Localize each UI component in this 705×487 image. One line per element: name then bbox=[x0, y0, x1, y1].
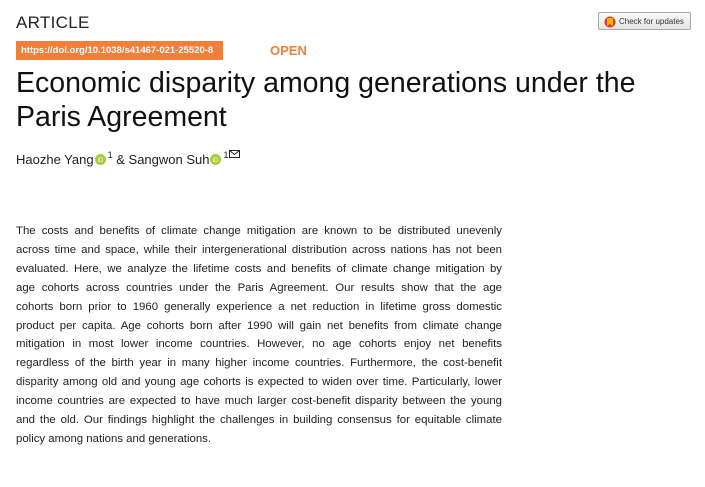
abstract: The costs and benefits of climate change… bbox=[16, 222, 502, 449]
check-updates-button[interactable]: Check for updates bbox=[598, 12, 691, 30]
abstract-line: policy among nations and generations. bbox=[16, 432, 212, 445]
open-access-label: OPEN bbox=[270, 43, 307, 58]
svg-text:iD: iD bbox=[213, 158, 219, 164]
title-line: Economic disparity among generations und… bbox=[16, 67, 636, 99]
abstract-line: disparity among old and young age cohort… bbox=[16, 376, 502, 389]
abstract-line: product per capita. Age cohorts born aft… bbox=[16, 319, 502, 332]
svg-text:iD: iD bbox=[97, 158, 103, 164]
affiliation-mark: 1 bbox=[223, 150, 229, 160]
abstract-line: mitigation in most lower income countrie… bbox=[16, 338, 502, 351]
author-name: Sangwon Suh bbox=[128, 152, 210, 167]
author-list: Haozhe Yang iD 1 & Sangwon Suh iD 1 bbox=[16, 150, 240, 167]
check-icon bbox=[604, 16, 616, 28]
author-separator: & bbox=[116, 152, 125, 167]
check-updates-text: Check for updates bbox=[619, 17, 684, 26]
title-line: Paris Agreement bbox=[16, 101, 227, 133]
email-icon[interactable] bbox=[228, 150, 240, 158]
orcid-icon[interactable]: iD bbox=[94, 154, 106, 165]
orcid-icon[interactable]: iD bbox=[210, 154, 222, 165]
abstract-line: The costs and benefits of climate change… bbox=[16, 225, 502, 237]
abstract-line: across time and space, while their inter… bbox=[16, 243, 502, 256]
abstract-line: and the old. Our findings highlight the … bbox=[16, 414, 502, 427]
article-title: Economic disparity among generations und… bbox=[16, 66, 635, 134]
abstract-line: regardless of the birth year in many hig… bbox=[16, 357, 502, 370]
abstract-line: age cohorts across countries under the P… bbox=[16, 281, 502, 294]
author-name: Haozhe Yang bbox=[16, 152, 94, 167]
affiliation-mark: 1 bbox=[107, 150, 113, 160]
abstract-line: cohorts born prior to 1960 generally exp… bbox=[16, 300, 502, 313]
abstract-line: evaluated. Here, we analyze the lifetime… bbox=[16, 262, 502, 275]
doi-link[interactable]: https://doi.org/10.1038/s41467-021-25520… bbox=[16, 41, 224, 60]
section-label: ARTICLE bbox=[16, 13, 90, 32]
abstract-line: income countries are expected to have mu… bbox=[16, 395, 502, 408]
